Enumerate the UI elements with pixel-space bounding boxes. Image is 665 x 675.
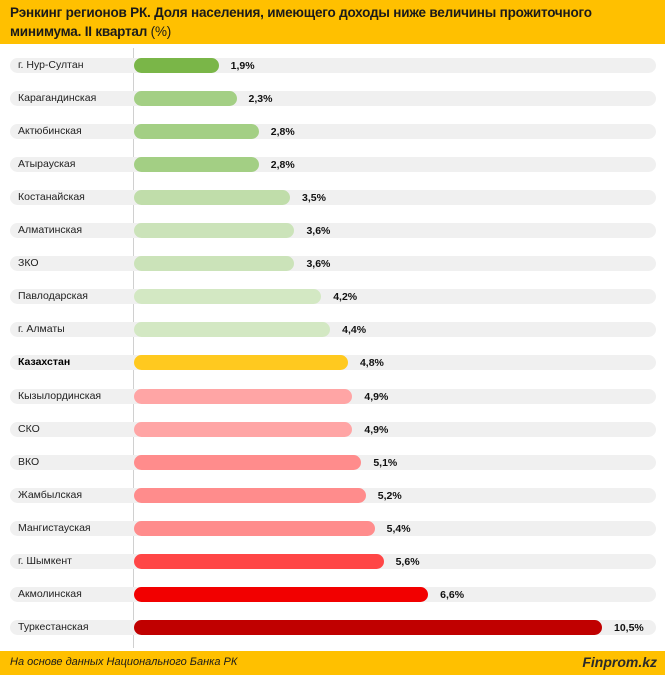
- bar-chart: г. Нур-Султан 1,9% Карагандинская 2,3% Актюб…: [0, 44, 665, 650]
- category-label: г. Алматы: [18, 323, 65, 336]
- bar-row: Костанайская 3,5%: [10, 190, 656, 206]
- bar-row: г. Шымкент 5,6%: [10, 553, 656, 569]
- category-label: Актюбинская: [18, 125, 82, 138]
- value-label: 10,5%: [614, 621, 644, 634]
- footer-band: На основе данных Национального Банка РК …: [0, 651, 665, 675]
- category-label: Акмолинская: [18, 587, 82, 600]
- axis-line: [133, 48, 134, 648]
- bar: [134, 91, 237, 107]
- value-label: 4,8%: [359, 357, 384, 370]
- category-label: Туркестанская: [18, 620, 89, 633]
- category-label: Атырауская: [18, 158, 76, 171]
- bar: [134, 487, 366, 503]
- bar: [134, 520, 375, 536]
- row-background: [10, 91, 656, 107]
- value-label: 4,2%: [333, 291, 358, 304]
- bar-row: Павлодарская 4,2%: [10, 289, 656, 305]
- bar-row: Акмолинская 6,6%: [10, 586, 656, 602]
- value-label: 2,8%: [270, 159, 295, 172]
- bar: [134, 322, 331, 338]
- value-label: 3,5%: [302, 192, 326, 205]
- bar-row: Атырауская 2,8%: [10, 157, 656, 173]
- category-label: Карагандинская: [18, 92, 97, 105]
- category-label: Казахстан: [18, 356, 71, 369]
- bar-row: ВКО 5,1%: [10, 454, 656, 470]
- bar: [134, 454, 362, 470]
- bar: [134, 157, 259, 173]
- row-background: [10, 223, 656, 239]
- bar: [134, 256, 295, 272]
- row-background: [10, 190, 656, 206]
- category-label: ВКО: [18, 455, 40, 468]
- bar-row: Мангистауская 5,4%: [10, 520, 656, 536]
- row-background: [10, 256, 656, 272]
- bar-row: Актюбинская 2,8%: [10, 124, 656, 140]
- unit-label: (%): [150, 24, 172, 39]
- bar: [134, 421, 353, 437]
- bar: [134, 58, 219, 73]
- row-background: [10, 322, 656, 338]
- category-label: Мангистауская: [18, 521, 91, 534]
- category-label: ЗКО: [18, 257, 39, 270]
- category-label: г. Нур-Султан: [18, 59, 84, 71]
- brand-logo: Finprom.kz: [582, 654, 657, 670]
- row-background: [10, 58, 656, 73]
- value-label: 4,9%: [364, 423, 389, 436]
- value-label: 5,4%: [386, 522, 411, 535]
- bar: [134, 190, 290, 206]
- bar-row: г. Алматы 4,4%: [10, 322, 656, 338]
- bar-row: СКО 4,9%: [10, 421, 656, 437]
- value-label: 4,9%: [364, 390, 389, 403]
- category-label: Алматинская: [18, 224, 83, 237]
- value-label: 4,4%: [342, 324, 367, 337]
- category-label: Жамбылская: [18, 488, 83, 501]
- value-label: 5,6%: [395, 555, 420, 568]
- value-label: 5,1%: [373, 456, 398, 469]
- bar-row: Жамбылская 5,2%: [10, 487, 656, 503]
- value-label: 2,8%: [270, 126, 295, 139]
- value-label: 6,6%: [440, 588, 465, 601]
- category-label: Павлодарская: [18, 290, 88, 303]
- bar: [134, 124, 259, 140]
- bar: [134, 619, 602, 635]
- bar-row: Карагандинская 2,3%: [10, 91, 656, 107]
- bar: [134, 223, 295, 239]
- category-label: г. Шымкент: [18, 554, 72, 567]
- bar: [134, 388, 353, 404]
- category-label: Костанайская: [18, 191, 85, 204]
- chart-title: Рэнкинг регионов РК. Доля населения, име…: [10, 5, 592, 39]
- value-label: 5,2%: [377, 489, 402, 502]
- bar: [134, 355, 348, 371]
- row-background: [10, 124, 656, 140]
- bar: [134, 289, 322, 305]
- bar: [134, 586, 429, 602]
- value-label: 3,6%: [306, 225, 331, 238]
- bar-row: Алматинская 3,6%: [10, 223, 656, 239]
- bar-row: Казахстан 4,8%: [10, 355, 656, 371]
- category-label: Кызылординская: [18, 389, 102, 402]
- value-label: 3,6%: [306, 258, 331, 271]
- row-background: [10, 157, 656, 173]
- bar-row: г. Нур-Султан 1,9%: [10, 58, 656, 73]
- bar-row: Кызылординская 4,9%: [10, 388, 656, 404]
- source-note: На основе данных Национального Банка РК: [10, 656, 238, 668]
- bar-row: Туркестанская 10,5%: [10, 619, 656, 635]
- bar-row: ЗКО 3,6%: [10, 256, 656, 272]
- value-label: 2,3%: [248, 93, 273, 106]
- header-band: Рэнкинг регионов РК. Доля населения, име…: [0, 0, 665, 44]
- value-label: 1,9%: [230, 60, 255, 72]
- category-label: СКО: [18, 422, 40, 435]
- bar: [134, 553, 384, 569]
